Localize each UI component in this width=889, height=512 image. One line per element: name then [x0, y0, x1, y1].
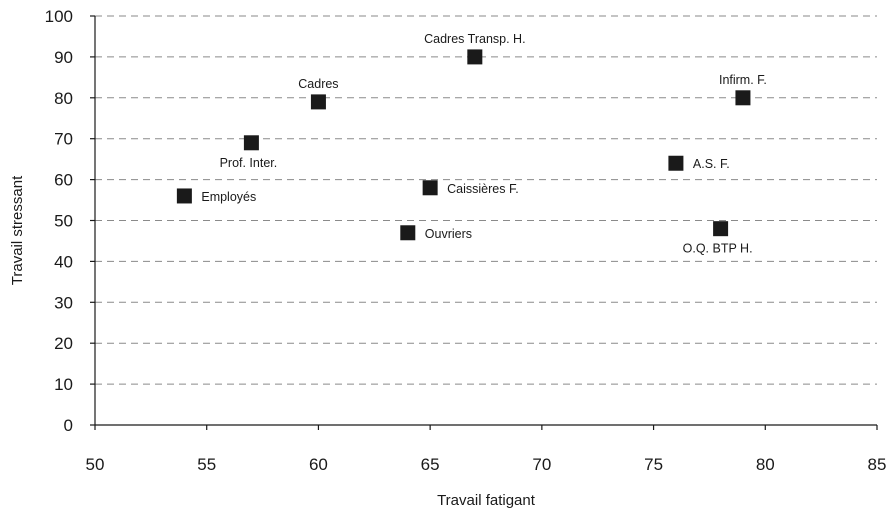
x-tick-label: 65 [421, 455, 440, 474]
x-tick-label: 70 [532, 455, 551, 474]
x-tick-label: 80 [756, 455, 775, 474]
data-point [668, 155, 684, 171]
y-tick-label: 40 [54, 252, 73, 271]
y-tick-label: 60 [54, 171, 73, 190]
point-label: Employés [201, 190, 256, 204]
x-tick-label: 55 [197, 455, 216, 474]
y-tick-label: 90 [54, 48, 73, 67]
x-tick-label: 75 [644, 455, 663, 474]
x-tick-label: 60 [309, 455, 328, 474]
data-point [467, 49, 483, 65]
point-label: Prof. Inter. [220, 156, 278, 170]
point-label: O.Q. BTP H. [683, 242, 753, 256]
point-label: Ouvriers [425, 227, 472, 241]
x-tick-label: 85 [868, 455, 887, 474]
x-axis-title: Travail fatigant [437, 492, 536, 509]
data-point [713, 221, 729, 237]
data-point [422, 180, 438, 196]
y-tick-label: 0 [64, 416, 73, 435]
data-point [400, 225, 416, 241]
x-tick-label: 50 [86, 455, 105, 474]
y-tick-label: 100 [45, 7, 73, 26]
axes [90, 15, 878, 430]
y-tick-label: 80 [54, 89, 73, 108]
data-point [310, 94, 326, 110]
point-label: A.S. F. [693, 157, 730, 171]
data-point [735, 90, 751, 106]
point-labels: Employés Prof. Inter. Cadres Ouvriers Caissi… [201, 32, 767, 256]
y-axis-title: Travail stressant [9, 175, 26, 285]
y-tick-label: 30 [54, 293, 73, 312]
y-tick-label: 50 [54, 212, 73, 231]
x-tick-labels: 50 55 60 65 70 75 80 85 [86, 455, 887, 474]
data-points [176, 49, 751, 241]
y-tick-label: 20 [54, 334, 73, 353]
y-tick-labels: 0 10 20 30 40 50 60 70 80 90 100 [45, 7, 73, 435]
point-label: Caissières F. [447, 182, 519, 196]
y-tick-label: 70 [54, 130, 73, 149]
point-label: Cadres [298, 77, 338, 91]
data-point [176, 188, 192, 204]
point-label: Infirm. F. [719, 73, 767, 87]
data-point [243, 135, 259, 151]
point-label: Cadres Transp. H. [424, 32, 525, 46]
y-tick-label: 10 [54, 375, 73, 394]
